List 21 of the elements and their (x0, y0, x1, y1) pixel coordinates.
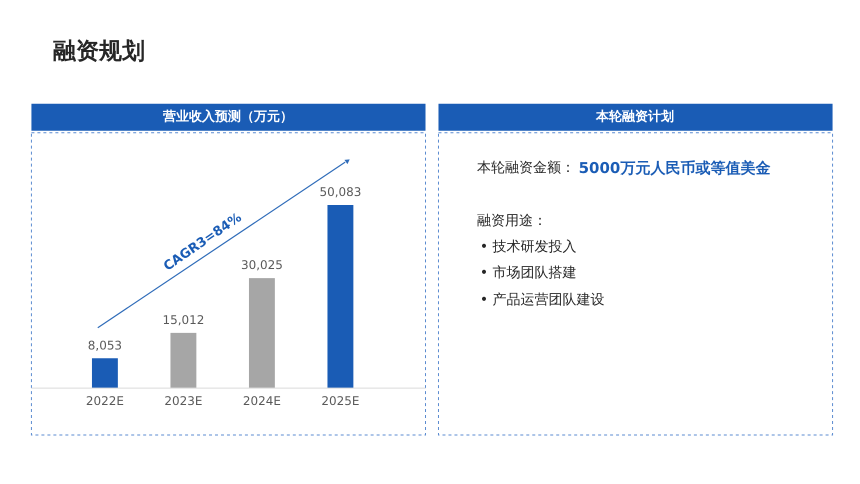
chart-title: 营业收入预测（万元） (162, 108, 293, 125)
data-label: 50,083 (319, 185, 362, 200)
text: 5000万元人民币或等值美金 (578, 159, 770, 178)
x-tick-label: 2024E (242, 394, 281, 408)
data-label: 30,025 (240, 258, 283, 272)
text: 本轮融资计划 (595, 110, 674, 125)
x-tick-label: 2025E (321, 394, 360, 408)
bar (92, 358, 118, 388)
text: 本轮融资金额： (476, 160, 575, 176)
text: • 技术研发投入 (480, 238, 577, 255)
data-label: 15,012 (162, 312, 204, 327)
text: • 市场团队搭建 (480, 264, 577, 281)
bar (327, 205, 354, 388)
x-tick-label: 2022E (86, 394, 124, 408)
text: 融资规划 (52, 38, 145, 64)
text: 融资用途： (476, 212, 547, 229)
data-label: 8,053 (88, 338, 122, 352)
bar (248, 278, 275, 388)
bar (170, 332, 196, 388)
text: • 产品运营团队建设 (480, 292, 605, 308)
x-tick-label: 2023E (164, 394, 202, 408)
